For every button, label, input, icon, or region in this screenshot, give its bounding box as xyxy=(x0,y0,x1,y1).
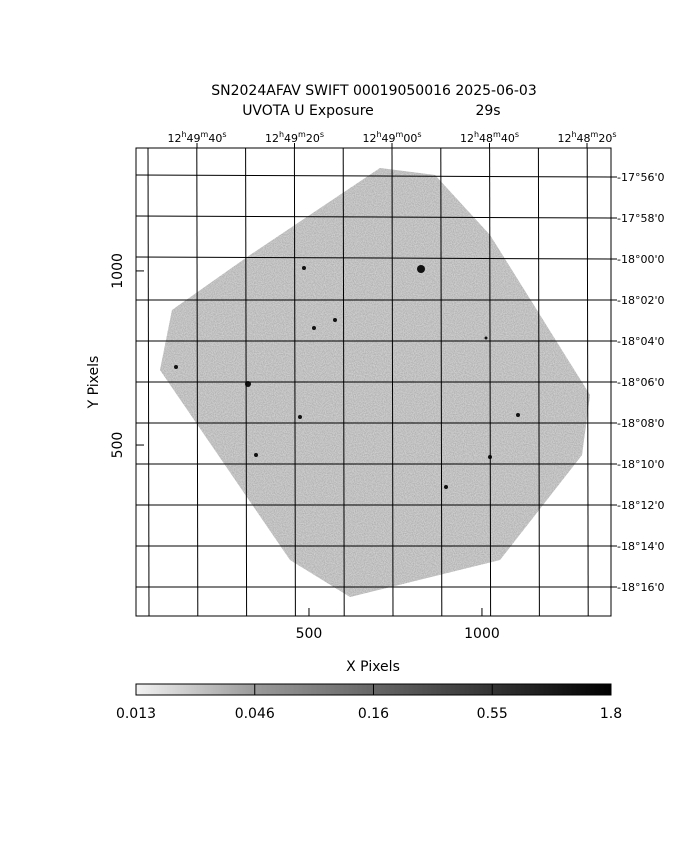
ra-tick-label: 12h49m00s xyxy=(362,130,421,145)
ra-part: h xyxy=(571,130,576,139)
ra-part: m xyxy=(201,130,209,139)
ra-part: 12 xyxy=(557,132,571,145)
ra-part: s xyxy=(222,130,226,139)
ra-part: s xyxy=(612,130,616,139)
dec-tick-label: -18°06'0 xyxy=(617,376,665,389)
ra-tick-label: 12h49m40s xyxy=(167,130,226,145)
coordinate-grid xyxy=(135,147,612,617)
ra-tick-label: 12h48m20s xyxy=(557,130,616,145)
x-tick-label: 500 xyxy=(296,626,323,642)
ra-part: h xyxy=(474,130,479,139)
ra-part: 12 xyxy=(460,132,474,145)
colorbar-tick-label: 0.55 xyxy=(477,706,508,722)
y-tick-label: 1000 xyxy=(110,253,126,289)
colorbar-tick-label: 0.16 xyxy=(358,706,389,722)
dec-tick-label: -18°08'0 xyxy=(617,417,665,430)
ra-part: m xyxy=(298,130,306,139)
ra-part: 49 xyxy=(382,132,396,145)
ra-part: 49 xyxy=(284,132,298,145)
dec-tick-label: -18°12'0 xyxy=(617,499,665,512)
ra-tick-label: 12h48m40s xyxy=(460,130,519,145)
grid-line xyxy=(135,256,612,260)
dec-tick-label: -17°56'0 xyxy=(617,171,665,184)
x-axis-label: X Pixels xyxy=(346,659,400,675)
grid-line xyxy=(135,215,612,219)
image xyxy=(160,168,590,597)
grid-line xyxy=(135,174,612,178)
dec-tick-label: -18°02'0 xyxy=(617,294,665,307)
ra-part: 49 xyxy=(187,132,201,145)
ra-part: m xyxy=(396,130,404,139)
colorbar-tick-label: 0.046 xyxy=(235,706,275,722)
ra-part: s xyxy=(417,130,421,139)
exposure-time: 29s xyxy=(475,103,500,119)
x-tick-label: 1000 xyxy=(464,626,500,642)
ra-part: h xyxy=(279,130,284,139)
ra-part: m xyxy=(493,130,501,139)
ra-part: 00 xyxy=(403,132,417,145)
dec-tick-label: -18°04'0 xyxy=(617,335,665,348)
ra-part: s xyxy=(515,130,519,139)
dec-tick-label: -18°00'0 xyxy=(617,253,665,266)
dec-tick-label: -17°58'0 xyxy=(617,212,665,225)
y-tick-label: 500 xyxy=(110,432,126,459)
colorbar-tick-label: 1.8 xyxy=(600,706,622,722)
y-axis-label: Y Pixels xyxy=(86,356,102,410)
ra-part: m xyxy=(591,130,599,139)
dec-tick-label: -18°14'0 xyxy=(617,540,665,553)
ra-part: 20 xyxy=(306,132,320,145)
ra-part: 48 xyxy=(577,132,591,145)
dec-tick-label: -18°16'0 xyxy=(617,581,665,594)
ra-part: 20 xyxy=(598,132,612,145)
colorbar-tick-label: 0.013 xyxy=(116,706,156,722)
ra-tick-label: 12h49m20s xyxy=(265,130,324,145)
ra-part: h xyxy=(181,130,186,139)
dec-tick-label: -18°10'0 xyxy=(617,458,665,471)
ra-part: 12 xyxy=(362,132,376,145)
ra-part: s xyxy=(320,130,324,139)
ra-part: 12 xyxy=(167,132,181,145)
ra-part: 40 xyxy=(208,132,222,145)
exposure-label: UVOTA U Exposure xyxy=(242,103,374,119)
ra-part: 48 xyxy=(479,132,493,145)
ra-part: 12 xyxy=(265,132,279,145)
title: SN2024AFAV SWIFT 00019050016 2025-06-03 xyxy=(211,83,537,99)
ra-part: 40 xyxy=(501,132,515,145)
ra-part: h xyxy=(376,130,381,139)
